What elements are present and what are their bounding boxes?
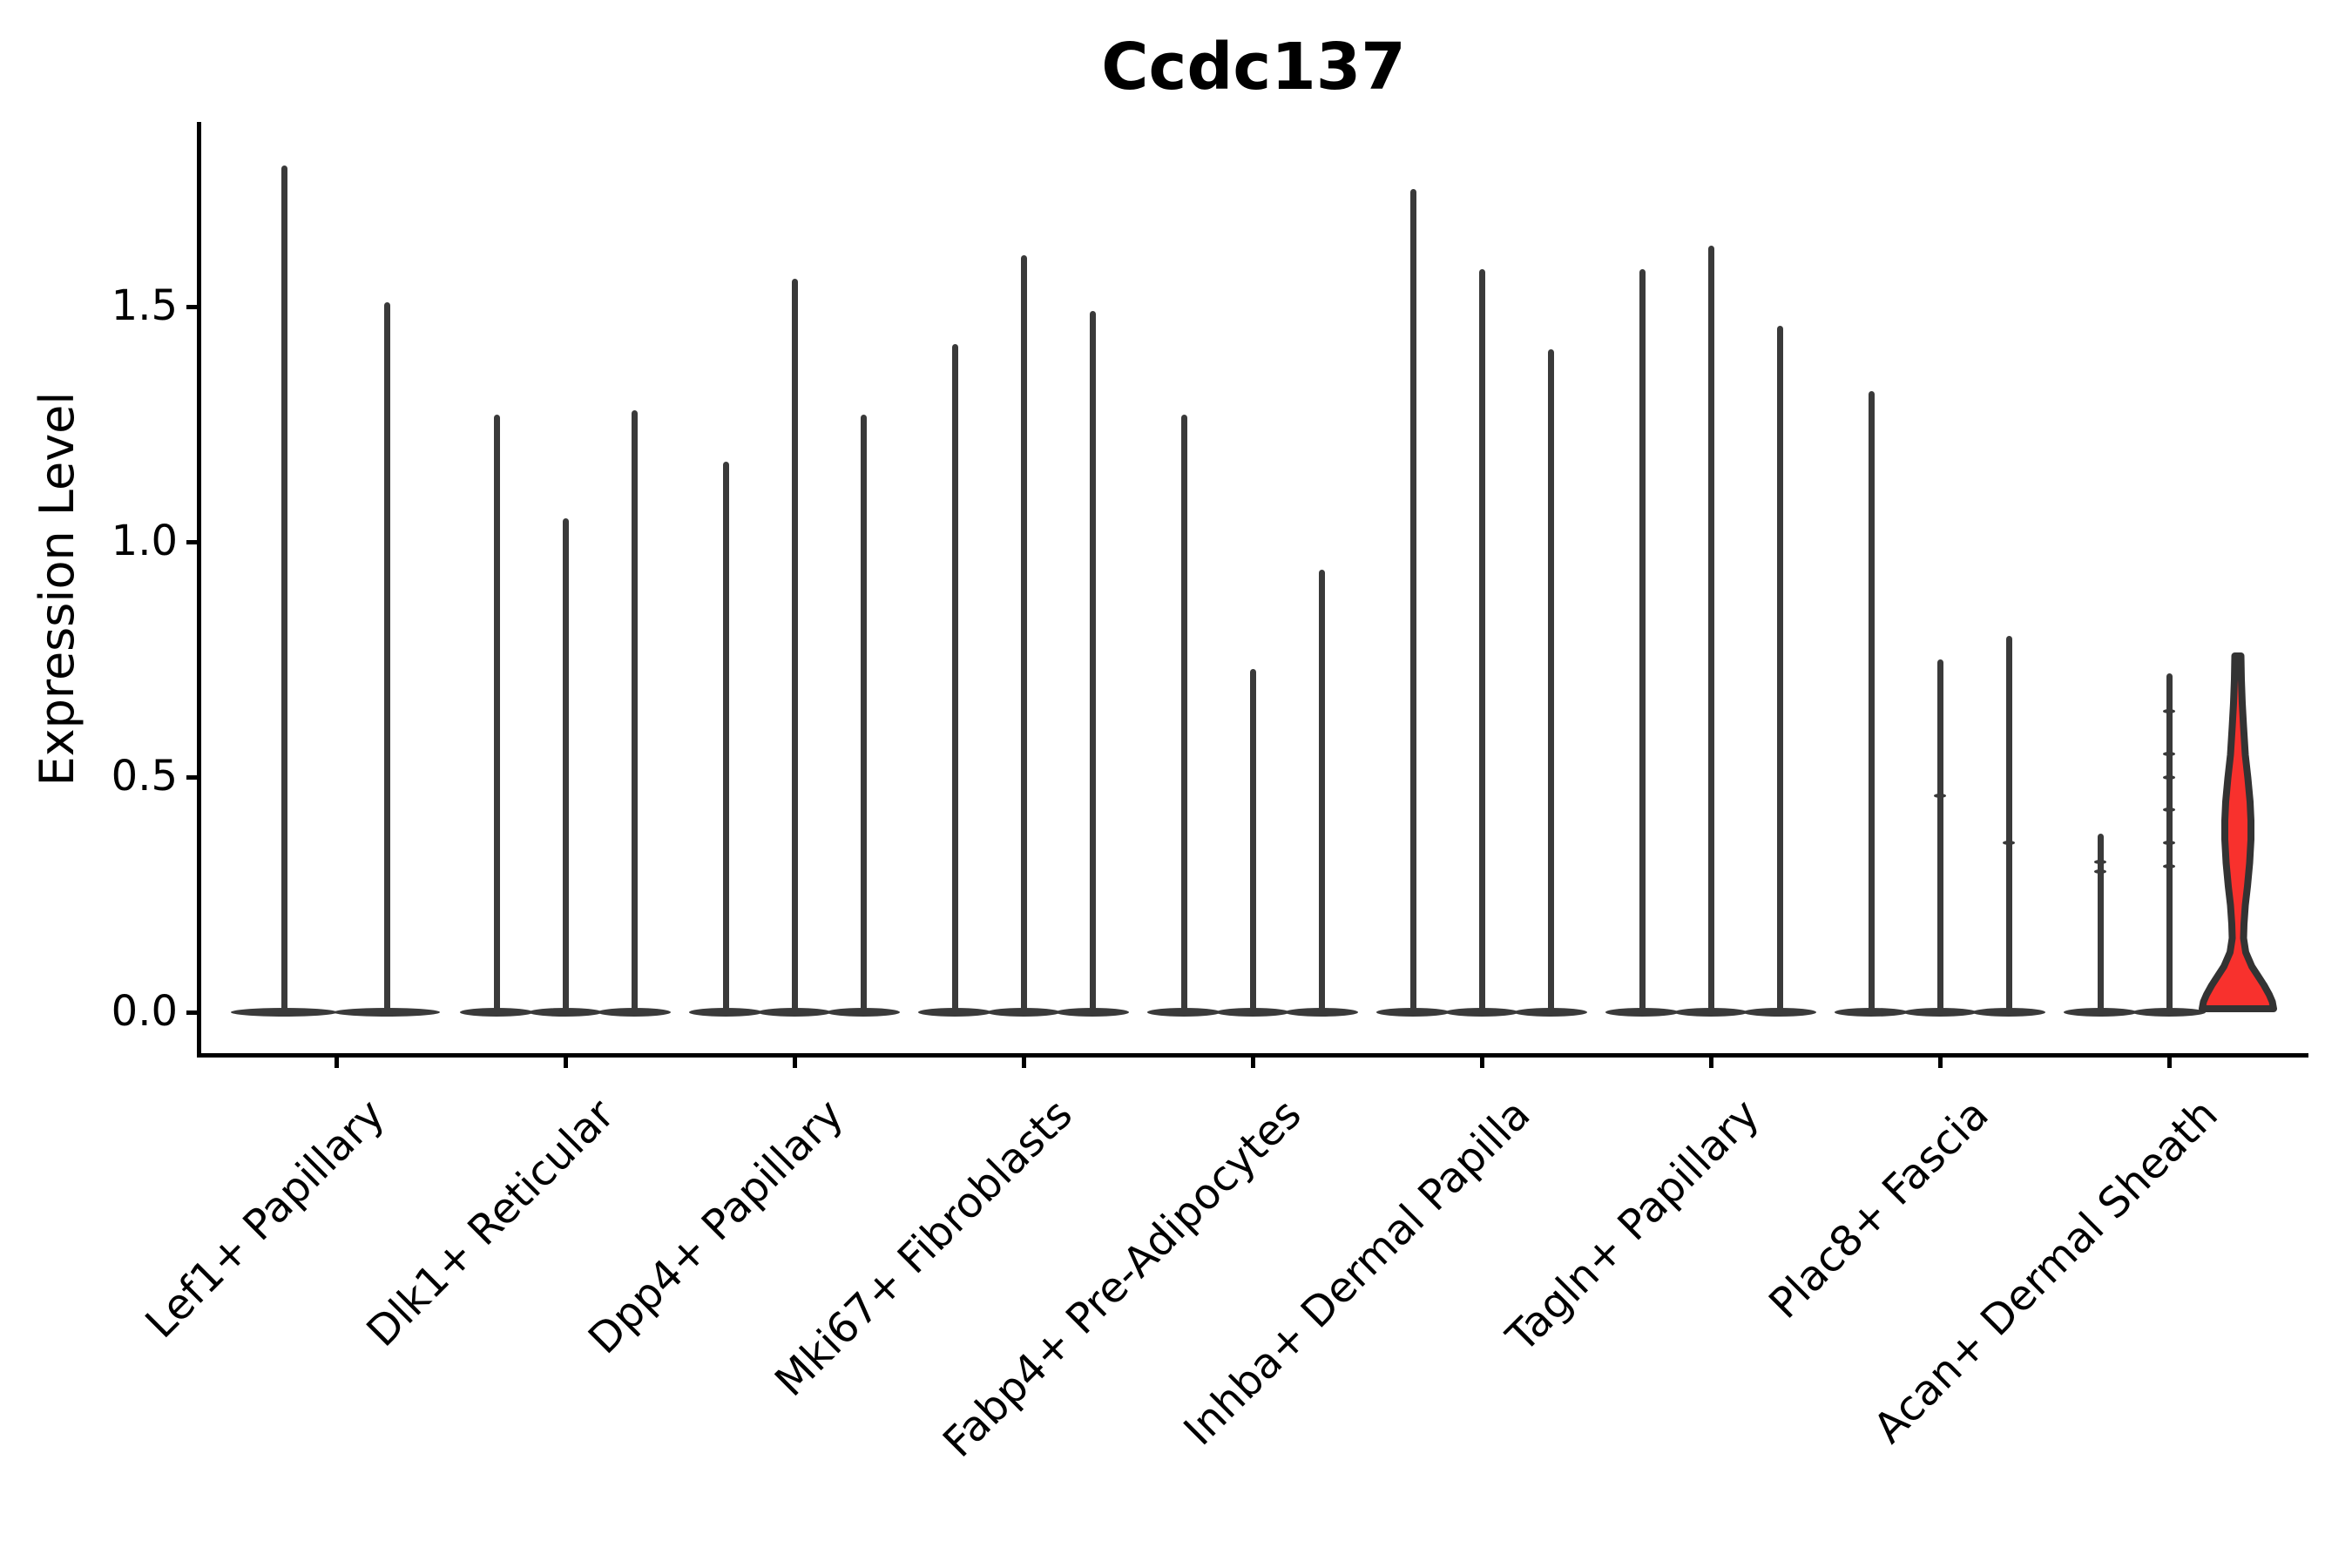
y-tick-mark (186, 304, 199, 309)
violin-spike (1409, 189, 1416, 1012)
cell-point-mark (2163, 708, 2175, 713)
violin-base-disk (758, 1008, 831, 1017)
violin-spike (722, 462, 729, 1012)
chart-title: Ccdc137 (1101, 30, 1406, 105)
violin-base-disk (1216, 1008, 1289, 1017)
violin-spike (2097, 833, 2104, 1012)
violin-base-disk (1605, 1008, 1679, 1017)
violin-base-disk (827, 1008, 900, 1017)
violin-base-disk (918, 1008, 991, 1017)
y-tick-label: 1.5 (111, 281, 178, 330)
violin-spike (1478, 268, 1485, 1012)
violin-base-disk (1514, 1008, 1587, 1017)
highlighted-violin (2199, 652, 2277, 1012)
violin-base-disk (2132, 1008, 2206, 1017)
violin-spike (1776, 325, 1783, 1012)
violin-base-disk (1376, 1008, 1450, 1017)
violin-spike (383, 301, 390, 1012)
x-tick-mark (1479, 1056, 1484, 1068)
cell-point-mark (2094, 859, 2106, 864)
violin-spike (1318, 570, 1325, 1012)
violin-spike (1249, 668, 1256, 1012)
violin-spike (1868, 391, 1875, 1012)
violin-spike (791, 278, 798, 1012)
x-tick-mark (1937, 1056, 1943, 1068)
violin-spike (280, 166, 287, 1012)
x-tick-mark (1021, 1056, 1026, 1068)
cell-point-mark (2163, 841, 2175, 846)
y-tick-label: 1.0 (111, 517, 178, 565)
violin-spike (1089, 311, 1096, 1012)
violin-base-disk (231, 1008, 337, 1017)
cell-point-mark (2163, 808, 2175, 813)
violin-spike (860, 415, 867, 1012)
violin-spike (493, 415, 500, 1012)
cell-point-mark (2163, 774, 2175, 780)
violin-spike (1936, 659, 1943, 1012)
violin-base-disk (2064, 1008, 2137, 1017)
cell-point-mark (2094, 868, 2106, 874)
violin-base-disk (334, 1008, 440, 1017)
violin-base-disk (1903, 1008, 1977, 1017)
violin-spike (951, 344, 958, 1012)
x-tick-mark (2166, 1056, 2172, 1068)
x-tick-mark (563, 1056, 568, 1068)
violin-base-disk (460, 1008, 533, 1017)
violin-base-disk (598, 1008, 671, 1017)
cell-point-mark (1934, 794, 1946, 799)
violin-base-disk (1147, 1008, 1220, 1017)
cell-point-mark (2163, 864, 2175, 869)
plot-area (197, 122, 2308, 1058)
violin-spike (1547, 348, 1554, 1012)
y-tick-label: 0.5 (111, 752, 178, 801)
y-tick-mark (186, 539, 199, 544)
violin-spike (562, 518, 569, 1012)
y-tick-label: 0.0 (111, 987, 178, 1036)
violin-base-disk (1674, 1008, 1747, 1017)
violin-base-disk (1743, 1008, 1816, 1017)
violin-spike (1639, 268, 1646, 1012)
violin-base-disk (1835, 1008, 1908, 1017)
violin-spike (1180, 415, 1187, 1012)
x-tick-mark (1250, 1056, 1255, 1068)
y-tick-mark (186, 1010, 199, 1015)
violin-base-disk (529, 1008, 602, 1017)
violin-base-disk (689, 1008, 762, 1017)
violin-base-disk (987, 1008, 1060, 1017)
violin-base-disk (1972, 1008, 2045, 1017)
x-tick-mark (792, 1056, 797, 1068)
violin-base-disk (1285, 1008, 1358, 1017)
y-tick-mark (186, 774, 199, 780)
violin-base-disk (1056, 1008, 1129, 1017)
violin-base-disk (1445, 1008, 1518, 1017)
violin-spike (2005, 636, 2012, 1012)
x-tick-mark (1708, 1056, 1713, 1068)
violin-spike (1020, 254, 1027, 1012)
violin-spike (1707, 245, 1714, 1012)
cell-point-mark (2003, 841, 2015, 846)
violin-spike (631, 409, 638, 1012)
cell-point-mark (2163, 751, 2175, 756)
x-tick-mark (334, 1056, 339, 1068)
